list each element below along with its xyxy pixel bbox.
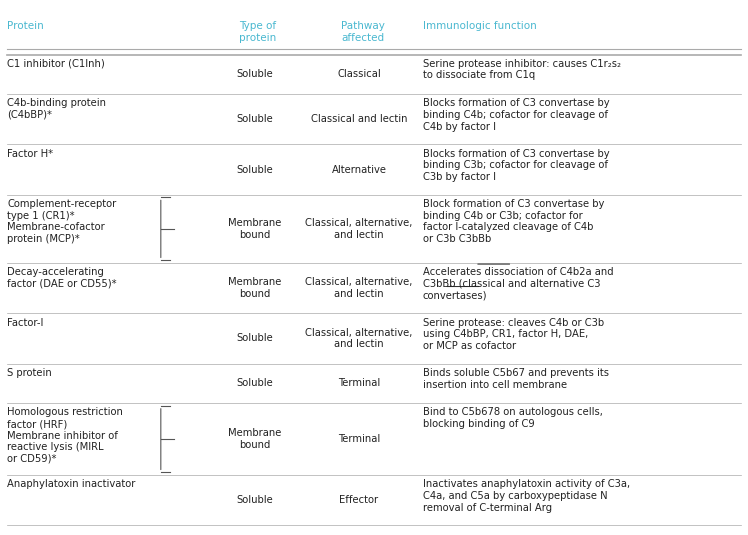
Text: Pathway
affected: Pathway affected — [341, 21, 384, 43]
Text: Alternative: Alternative — [331, 165, 387, 174]
Text: Complement-receptor
type 1 (CR1)*
Membrane-cofactor
protein (MCP)*: Complement-receptor type 1 (CR1)* Membra… — [7, 199, 117, 244]
Text: C1 inhibitor (C1Inh): C1 inhibitor (C1Inh) — [7, 59, 105, 69]
Text: Classical and lectin: Classical and lectin — [310, 114, 408, 124]
Text: S protein: S protein — [7, 368, 52, 378]
Text: Soluble: Soluble — [236, 70, 273, 79]
Text: C4b-binding protein
(C4bBP)*: C4b-binding protein (C4bBP)* — [7, 98, 106, 120]
Text: Soluble: Soluble — [236, 333, 273, 343]
Text: Serine protease inhibitor: causes C1r₂s₂
to dissociate from C1q: Serine protease inhibitor: causes C1r₂s₂… — [423, 59, 621, 80]
Text: Classical, alternative,
and lectin: Classical, alternative, and lectin — [305, 218, 413, 240]
Text: Blocks formation of C3 convertase by
binding C4b; cofactor for cleavage of
C4b b: Blocks formation of C3 convertase by bin… — [423, 98, 609, 132]
Text: Immunologic function: Immunologic function — [423, 21, 536, 32]
Text: Blocks formation of C3 convertase by
binding C3b; cofactor for cleavage of
C3b b: Blocks formation of C3 convertase by bin… — [423, 149, 609, 182]
Text: Membrane
bound: Membrane bound — [227, 429, 281, 450]
Text: Binds soluble C5b67 and prevents its
insertion into cell membrane: Binds soluble C5b67 and prevents its ins… — [423, 368, 609, 389]
Text: Anaphylatoxin inactivator: Anaphylatoxin inactivator — [7, 479, 136, 490]
Text: Protein: Protein — [7, 21, 44, 32]
Text: Soluble: Soluble — [236, 495, 273, 505]
Text: Decay-accelerating
factor (DAE or CD55)*: Decay-accelerating factor (DAE or CD55)* — [7, 268, 117, 289]
Text: Factor-I: Factor-I — [7, 318, 44, 327]
Text: Terminal: Terminal — [338, 434, 380, 444]
Text: Homologous restriction
factor (HRF)
Membrane inhibitor of
reactive lysis (MIRL
o: Homologous restriction factor (HRF) Memb… — [7, 408, 123, 464]
Text: Soluble: Soluble — [236, 114, 273, 124]
Text: Inactivates anaphylatoxin activity of C3a,
C4a, and C5a by carboxypeptidase N
re: Inactivates anaphylatoxin activity of C3… — [423, 479, 630, 513]
Text: Membrane
bound: Membrane bound — [227, 218, 281, 240]
Text: Effector: Effector — [340, 495, 378, 505]
Text: Accelerates dissociation of C4b2a and
C3bBb (classical and alternative C3
conver: Accelerates dissociation of C4b2a and C3… — [423, 268, 613, 301]
Text: Serine protease: cleaves C4b or C3b
using C4bBP, CR1, factor H, DAE,
or MCP as c: Serine protease: cleaves C4b or C3b usin… — [423, 318, 604, 351]
Text: Soluble: Soluble — [236, 378, 273, 388]
Text: Membrane
bound: Membrane bound — [227, 277, 281, 299]
Text: Soluble: Soluble — [236, 165, 273, 174]
Text: Classical, alternative,
and lectin: Classical, alternative, and lectin — [305, 328, 413, 349]
Text: Classical, alternative,
and lectin: Classical, alternative, and lectin — [305, 277, 413, 299]
Text: Classical: Classical — [337, 70, 381, 79]
Text: Type of
protein: Type of protein — [239, 21, 277, 43]
Text: Bind to C5b678 on autologous cells,
blocking binding of C9: Bind to C5b678 on autologous cells, bloc… — [423, 408, 602, 429]
Text: Block formation of C3 convertase by
binding C4b or C3b; cofactor for
factor I-ca: Block formation of C3 convertase by bind… — [423, 199, 604, 244]
Text: Factor H*: Factor H* — [7, 149, 54, 159]
Text: Terminal: Terminal — [338, 378, 380, 388]
